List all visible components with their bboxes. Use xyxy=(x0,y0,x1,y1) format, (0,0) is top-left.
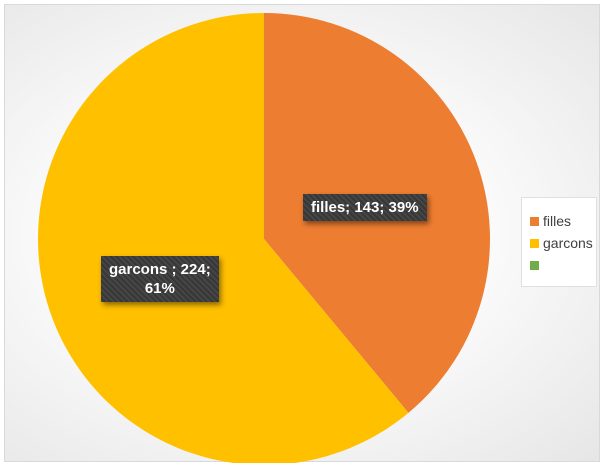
data-label-filles: filles; 143; 39% xyxy=(303,194,427,221)
legend-item-empty xyxy=(530,254,596,276)
pie-slice-garcons xyxy=(38,13,409,463)
legend-item-garcons: garcons xyxy=(530,232,596,254)
chart-area: filles; 143; 39% garcons ; 224; 61% fill… xyxy=(4,4,600,463)
legend: filles garcons xyxy=(521,197,597,287)
data-label-garcons: garcons ; 224; 61% xyxy=(101,256,219,302)
legend-label-garcons: garcons xyxy=(543,235,593,251)
legend-item-filles: filles xyxy=(530,210,596,232)
legend-swatch-garcons xyxy=(530,238,539,248)
pie-chart xyxy=(38,13,491,463)
legend-swatch-empty xyxy=(530,260,539,270)
legend-label-filles: filles xyxy=(543,213,572,229)
legend-swatch-filles xyxy=(530,216,539,226)
